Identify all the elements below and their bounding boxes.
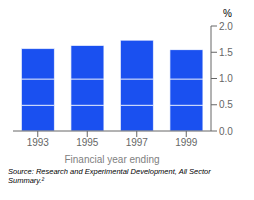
svg-text:1999: 1999 bbox=[175, 137, 198, 148]
svg-text:1997: 1997 bbox=[126, 137, 149, 148]
svg-text:1993: 1993 bbox=[27, 137, 50, 148]
svg-text:2.0: 2.0 bbox=[219, 21, 233, 32]
svg-text:1.5: 1.5 bbox=[219, 47, 233, 58]
svg-text:1995: 1995 bbox=[76, 137, 99, 148]
svg-text:0.0: 0.0 bbox=[219, 126, 233, 137]
html-text:Source: Research and Experimen: Source: Research and Experimental Develo… bbox=[8, 167, 211, 185]
svg-text:0.5: 0.5 bbox=[219, 99, 233, 110]
svg-text:Financial year ending: Financial year ending bbox=[64, 154, 159, 165]
svg-text:1.0: 1.0 bbox=[219, 73, 233, 84]
